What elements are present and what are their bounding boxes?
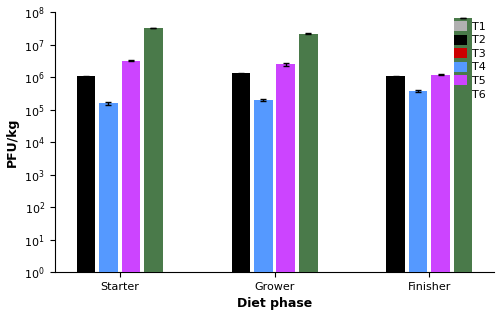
- Bar: [454, 18, 472, 316]
- Bar: [99, 103, 117, 316]
- Bar: [76, 76, 96, 316]
- Bar: [432, 75, 450, 316]
- Bar: [386, 76, 405, 316]
- Bar: [299, 33, 318, 316]
- Bar: [122, 61, 140, 316]
- Bar: [232, 73, 250, 316]
- Legend: T1, T2, T3, T4, T5, T6: T1, T2, T3, T4, T5, T6: [450, 18, 489, 103]
- Bar: [144, 28, 163, 316]
- Y-axis label: PFU/kg: PFU/kg: [6, 118, 18, 167]
- Bar: [409, 91, 428, 316]
- X-axis label: Diet phase: Diet phase: [237, 297, 312, 310]
- Bar: [254, 100, 272, 316]
- Bar: [276, 64, 295, 316]
